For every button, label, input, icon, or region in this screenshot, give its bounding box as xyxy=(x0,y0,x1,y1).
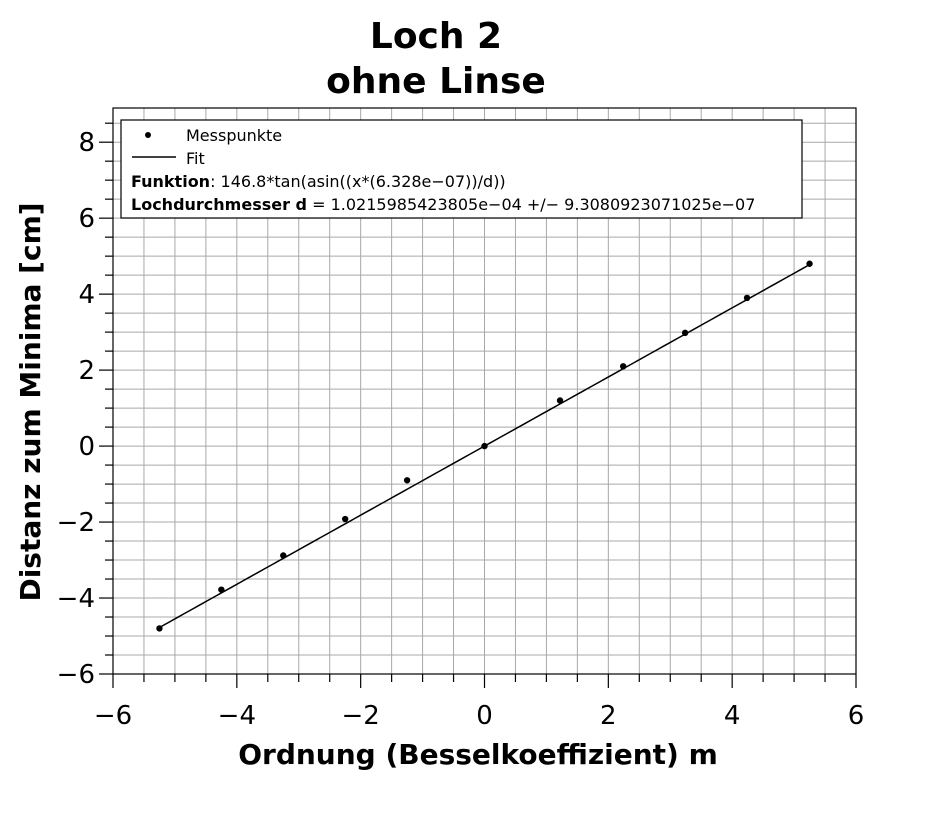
legend-marker-points xyxy=(145,132,151,138)
y-tick-label: 4 xyxy=(78,280,95,310)
data-point xyxy=(280,552,287,559)
legend-label-points: Messpunkte xyxy=(186,126,282,145)
y-tick-label: 6 xyxy=(78,204,95,234)
legend-label-fit: Fit xyxy=(186,149,205,168)
data-point xyxy=(341,515,349,523)
data-point xyxy=(481,442,488,450)
y-tick-labels: −6 −4 −2 0 2 4 6 8 xyxy=(57,128,95,690)
data-point xyxy=(681,329,689,337)
legend-diameter-key: Lochdurchmesser d xyxy=(131,195,307,214)
x-tick-label: −4 xyxy=(218,701,256,731)
legend-function-value: : 146.8*tan(asin((x*(6.328e−07))/d)) xyxy=(210,172,506,191)
data-point xyxy=(218,586,225,593)
chart-title: Loch 2 ohne Linse xyxy=(326,16,546,102)
legend: Messpunkte Fit Funktion: 146.8*tan(asin(… xyxy=(120,119,803,219)
y-tick-label: 8 xyxy=(78,128,95,158)
chart-title-line-1: Loch 2 xyxy=(370,16,502,57)
x-axis-label: Ordnung (Besselkoeffizient) m xyxy=(238,738,718,771)
data-point xyxy=(156,625,163,632)
y-axis-label: Distanz zum Minima [cm] xyxy=(14,202,47,601)
legend-function-key: Funktion xyxy=(131,172,210,191)
legend-function-line: Funktion: 146.8*tan(asin((x*(6.328e−07))… xyxy=(131,172,506,191)
y-tick-label: −2 xyxy=(57,508,95,538)
y-tick-label: 0 xyxy=(78,432,95,462)
x-tick-label: 0 xyxy=(476,701,493,731)
data-point xyxy=(806,260,813,267)
data-point xyxy=(556,397,564,404)
x-tick-label: 2 xyxy=(600,701,617,731)
x-tick-labels: −6 −4 −2 0 2 4 6 xyxy=(94,701,864,731)
data-point xyxy=(403,477,411,484)
y-tick-label: −6 xyxy=(57,660,95,690)
legend-diameter-value: = 1.0215985423805e−04 +/− 9.308092307102… xyxy=(307,195,755,214)
x-tick-label: −6 xyxy=(94,701,132,731)
x-tick-label: 4 xyxy=(724,701,741,731)
y-tick-label: 2 xyxy=(78,356,95,386)
axis-ticks xyxy=(99,122,857,688)
plot-frame xyxy=(112,107,857,675)
x-tick-label: −2 xyxy=(342,701,380,731)
chart-title-line-2: ohne Linse xyxy=(326,61,546,102)
data-point xyxy=(743,294,751,302)
legend-box xyxy=(120,119,803,219)
data-point xyxy=(619,363,627,370)
measured-points-series xyxy=(156,260,813,632)
x-tick-label: 6 xyxy=(848,701,865,731)
y-tick-label: −4 xyxy=(57,584,95,614)
legend-diameter-line: Lochdurchmesser d = 1.0215985423805e−04 … xyxy=(131,195,755,214)
